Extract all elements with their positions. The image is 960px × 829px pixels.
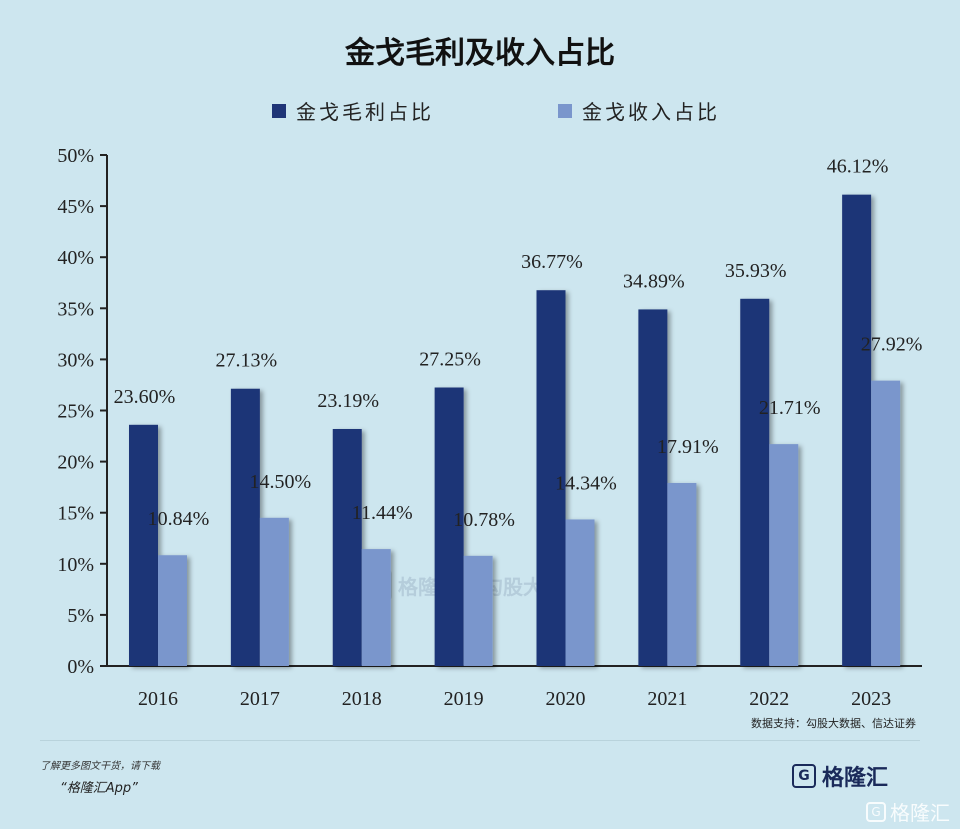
bar-revenue-2016 [158, 555, 187, 666]
data-label-revenue-2018: 11.44% [352, 502, 413, 524]
bar-gross-margin-2020 [536, 290, 566, 666]
x-tick-label: 2021 [647, 688, 687, 710]
y-tick-label: 30% [57, 349, 94, 371]
footer-note: 了解更多图文干货，请下载 [40, 761, 160, 772]
y-tick-label: 35% [57, 298, 94, 320]
bar-revenue-2021 [667, 482, 697, 666]
data-label-gross-margin-2016: 23.60% [114, 386, 176, 408]
y-tick-label: 0% [67, 656, 94, 678]
y-tick-label: 5% [67, 605, 94, 627]
y-tick-label: 45% [57, 196, 94, 218]
bar-revenue-2017 [259, 517, 289, 666]
data-label-gross-margin-2018: 23.19% [317, 390, 379, 412]
bar-gross-margin-2018 [332, 428, 362, 666]
bar-gross-margin-2019 [434, 387, 464, 666]
legend-swatch-series2 [558, 103, 572, 118]
x-tick-label: 2020 [546, 688, 586, 710]
y-tick-label: 10% [57, 554, 94, 576]
corner-watermark-icon: G [866, 801, 886, 822]
legend-label-series1: 金戈毛利占比 [296, 100, 434, 124]
data-source: 数据支持：勾股大数据、信达证券 [751, 717, 916, 730]
bar-gross-margin-2021 [638, 309, 668, 666]
data-label-revenue-2016: 10.84% [148, 508, 210, 530]
footer-app-name: “格隆汇App” [60, 781, 138, 796]
data-label-revenue-2023: 27.92% [861, 334, 923, 356]
legend-item-series2: 金戈收入占比 [558, 96, 720, 125]
brand-name: 格隆汇 [821, 766, 888, 791]
bar-gross-margin-2017 [230, 388, 260, 666]
x-tick-label: 2017 [240, 688, 280, 710]
data-label-revenue-2022: 21.71% [759, 397, 821, 419]
x-tick-label: 2022 [749, 688, 789, 710]
x-tick-label: 2023 [851, 688, 891, 710]
data-label-gross-margin-2021: 34.89% [623, 270, 685, 292]
x-tick-label: 2016 [138, 688, 178, 710]
data-label-gross-margin-2022: 35.93% [725, 260, 787, 282]
y-tick-label: 15% [57, 503, 94, 525]
data-label-gross-margin-2020: 36.77% [521, 251, 583, 273]
bar-revenue-2022 [769, 444, 799, 666]
data-label-revenue-2019: 10.78% [453, 509, 515, 531]
bar-chart: 0% 5% 10% 15% 20% 25% 30% 35% 40% 45% 50% 2016 23.60… [57, 145, 923, 710]
y-tick-label: 40% [57, 247, 94, 269]
bar-revenue-2018 [361, 549, 391, 666]
corner-watermark: G 格隆汇 [866, 797, 950, 826]
y-tick-label: 50% [57, 145, 94, 167]
bar-gross-margin-2016 [129, 424, 158, 666]
legend-swatch-series1 [272, 103, 286, 118]
legend-label-series2: 金戈收入占比 [582, 100, 720, 124]
y-tick-label: 20% [57, 452, 94, 474]
x-tick-label: 2018 [342, 688, 382, 710]
brand-logo-icon: G [791, 764, 816, 788]
bar-gross-margin-2022 [740, 298, 770, 666]
legend-item-series1: 金戈毛利占比 [272, 96, 434, 125]
x-tick-label: 2019 [444, 688, 484, 710]
chart-legend: 金戈毛利占比 金戈收入占比 [0, 96, 960, 126]
brand-logo: G 格隆汇 [791, 760, 888, 792]
corner-watermark-text: 格隆汇 [890, 801, 950, 825]
data-label-revenue-2017: 14.50% [250, 471, 312, 493]
chart-title: 金戈毛利及收入占比 [345, 36, 615, 71]
data-label-gross-margin-2017: 27.13% [216, 350, 278, 372]
y-tick-label: 25% [57, 401, 94, 423]
bar-revenue-2020 [565, 519, 595, 666]
footer-divider [40, 740, 920, 741]
bar-revenue-2019 [463, 555, 493, 666]
data-label-revenue-2020: 14.34% [555, 472, 617, 494]
data-label-revenue-2021: 17.91% [657, 436, 719, 458]
data-label-gross-margin-2023: 46.12% [827, 156, 889, 178]
bar-gross-margin-2023 [842, 194, 872, 666]
bar-revenue-2023 [871, 380, 901, 666]
data-label-gross-margin-2019: 27.25% [419, 349, 481, 371]
